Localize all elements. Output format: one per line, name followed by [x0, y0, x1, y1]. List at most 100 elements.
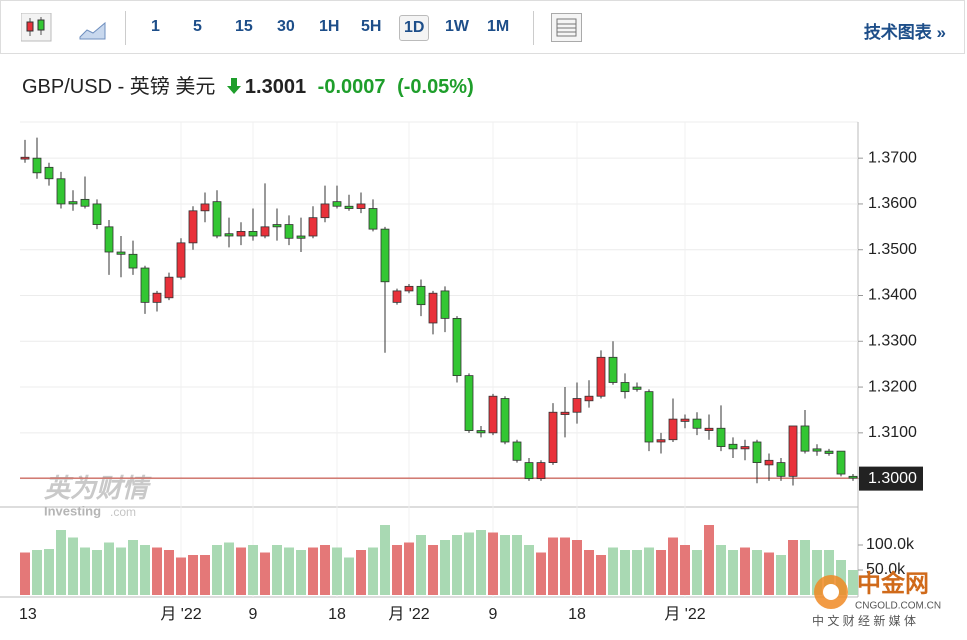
candle-body — [224, 233, 234, 237]
interval-button[interactable]: 1W — [445, 18, 469, 35]
volume-bar — [404, 542, 414, 595]
area-icon[interactable] — [79, 19, 109, 41]
table-icon[interactable] — [551, 13, 583, 43]
candle-body — [56, 178, 66, 205]
candle-body — [452, 317, 462, 377]
price: 1.3001 — [244, 76, 307, 98]
candle-body — [548, 411, 558, 463]
logo-url: CNGOLD.COM.CN — [855, 601, 941, 612]
candle-body — [308, 217, 318, 237]
candle-body — [152, 292, 162, 303]
watermark-brand: 英为财情 — [44, 473, 152, 503]
volume-bar — [344, 557, 354, 595]
volume-bar — [332, 547, 342, 595]
candle-body — [296, 235, 306, 239]
y-tick-label: 1.3200 — [868, 378, 917, 395]
candle-body — [368, 208, 378, 230]
candle-body — [104, 226, 114, 253]
volume-bar — [320, 545, 330, 595]
candle-body — [476, 430, 486, 434]
candle-body — [404, 285, 414, 292]
candle-body — [32, 157, 42, 174]
volume-bar — [92, 550, 102, 595]
volume-bar — [380, 525, 390, 595]
volume-bar — [788, 540, 798, 595]
change-percent: (-0.05%) — [397, 76, 474, 98]
x-tick-label: 月 '22 — [160, 606, 201, 623]
y-tick-label: 1.3000 — [868, 470, 917, 487]
candle-body — [800, 425, 810, 452]
volume-bar — [452, 535, 462, 595]
candle-body — [692, 418, 702, 429]
candle-body — [80, 198, 90, 207]
interval-button[interactable]: 30 — [277, 18, 295, 35]
candle-body — [752, 441, 762, 463]
candle-icon[interactable] — [21, 13, 61, 43]
x-tick-label: 9 — [249, 606, 258, 623]
volume-bar — [704, 525, 714, 595]
candle-body — [488, 395, 498, 434]
interval-button[interactable]: 5 — [193, 18, 202, 35]
x-tick-label: 月 '22 — [388, 606, 429, 623]
logo-name: 中金网 — [857, 570, 929, 597]
volume-bar — [476, 530, 486, 595]
volume-bar — [140, 545, 150, 595]
candle-body — [596, 356, 606, 397]
candle-body — [164, 276, 174, 299]
x-tick-label: 月 '22 — [664, 606, 705, 623]
interval-button[interactable]: 5H — [361, 18, 382, 35]
change: -0.0007 — [317, 76, 386, 98]
volume-bar — [200, 555, 210, 595]
volume-tick-label: 100.0k — [866, 536, 915, 553]
volume-bar — [548, 537, 558, 595]
candle-body — [620, 382, 630, 393]
candle-body — [716, 427, 726, 447]
candle-body — [344, 205, 354, 209]
x-tick-label: 18 — [568, 606, 586, 623]
volume-bar — [296, 550, 306, 595]
watermark-site-suffix: .com — [110, 505, 136, 519]
technical-chart-link[interactable]: 技术图表 » — [863, 23, 946, 42]
x-tick-label: 9 — [489, 606, 498, 623]
candle-body — [464, 375, 474, 431]
volume-bar — [164, 550, 174, 595]
volume-bar — [656, 550, 666, 595]
y-tick-label: 1.3300 — [868, 332, 917, 349]
candle-body — [560, 411, 570, 415]
volume-bar — [560, 537, 570, 595]
interval-button[interactable]: 1D — [399, 15, 430, 41]
volume-bar — [284, 547, 294, 595]
volume-bar — [368, 547, 378, 595]
candle-body — [20, 156, 30, 160]
interval-button[interactable]: 15 — [235, 18, 253, 35]
interval-button[interactable]: 1M — [487, 18, 510, 35]
volume-bar — [176, 557, 186, 595]
volume-bar — [584, 550, 594, 595]
candle-body — [536, 462, 546, 480]
volume-bar — [32, 550, 42, 595]
volume-bar — [740, 547, 750, 595]
candle-body — [680, 418, 690, 422]
volume-bar — [44, 549, 54, 595]
candle-body — [632, 386, 642, 390]
volume-bar — [68, 537, 78, 595]
down-arrow — [226, 78, 241, 94]
interval-button[interactable]: 1 — [151, 18, 160, 35]
candle-body — [776, 462, 786, 477]
pair-title: GBP/USD - 英镑 美元 — [22, 76, 216, 98]
candle-body — [584, 395, 594, 402]
candle-body — [332, 201, 342, 207]
volume-bar — [128, 540, 138, 595]
candle-body — [500, 398, 510, 443]
volume-bar — [716, 545, 726, 595]
volume-bar — [776, 555, 786, 595]
y-tick-label: 1.3700 — [868, 149, 917, 166]
quote-header: GBP/USD - 英镑 美元 1.3001 -0.0007 (-0.05%) — [22, 70, 480, 99]
volume-bar — [752, 550, 762, 595]
volume-bar — [512, 535, 522, 595]
candle-body — [704, 427, 714, 431]
volume-bar — [56, 530, 66, 595]
interval-button[interactable]: 1H — [319, 18, 340, 35]
candle-body — [380, 228, 390, 283]
